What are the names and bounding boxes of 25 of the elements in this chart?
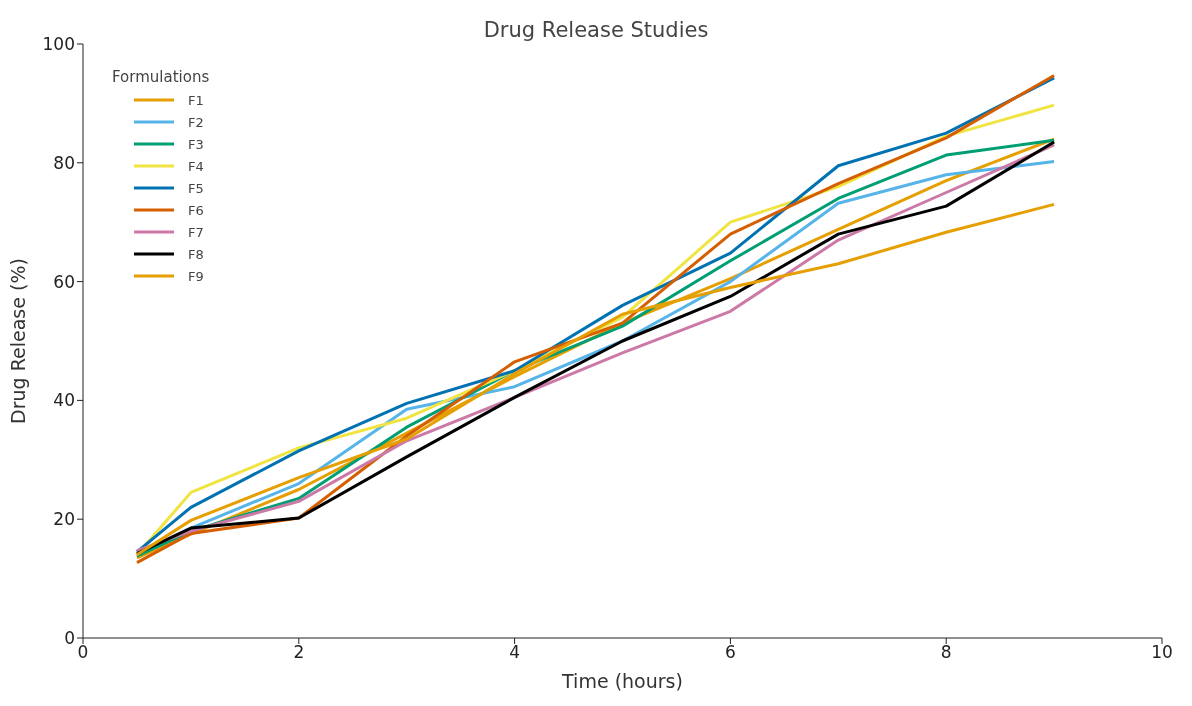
x-tick-label: 0 [77, 642, 89, 663]
y-tick-label: 100 [42, 34, 75, 55]
legend-label: F1 [188, 92, 204, 108]
legend-label: F8 [188, 246, 204, 262]
x-tick-label: 4 [509, 642, 521, 663]
legend-label: F3 [188, 136, 204, 152]
x-axis-title: Time (hours) [561, 670, 683, 692]
x-tick-label: 2 [293, 642, 305, 663]
legend-label: F9 [188, 268, 204, 284]
legend-title: Formulations [112, 68, 210, 86]
x-tick-label: 8 [940, 642, 952, 663]
x-tick-label: 6 [724, 642, 736, 663]
y-tick-label: 80 [53, 152, 75, 173]
chart-title: Drug Release Studies [483, 18, 709, 42]
y-tick-label: 40 [53, 390, 75, 411]
legend-label: F2 [188, 114, 204, 130]
y-tick-label: 20 [53, 509, 75, 530]
y-axis-title: Drug Release (%) [6, 258, 29, 424]
y-tick-label: 60 [53, 271, 75, 292]
legend-label: F7 [188, 224, 204, 240]
legend-label: F6 [188, 202, 204, 218]
y-tick-label: 0 [64, 628, 75, 649]
x-tick-label: 10 [1151, 642, 1173, 663]
legend-label: F5 [188, 180, 204, 196]
legend-label: F4 [188, 158, 204, 174]
